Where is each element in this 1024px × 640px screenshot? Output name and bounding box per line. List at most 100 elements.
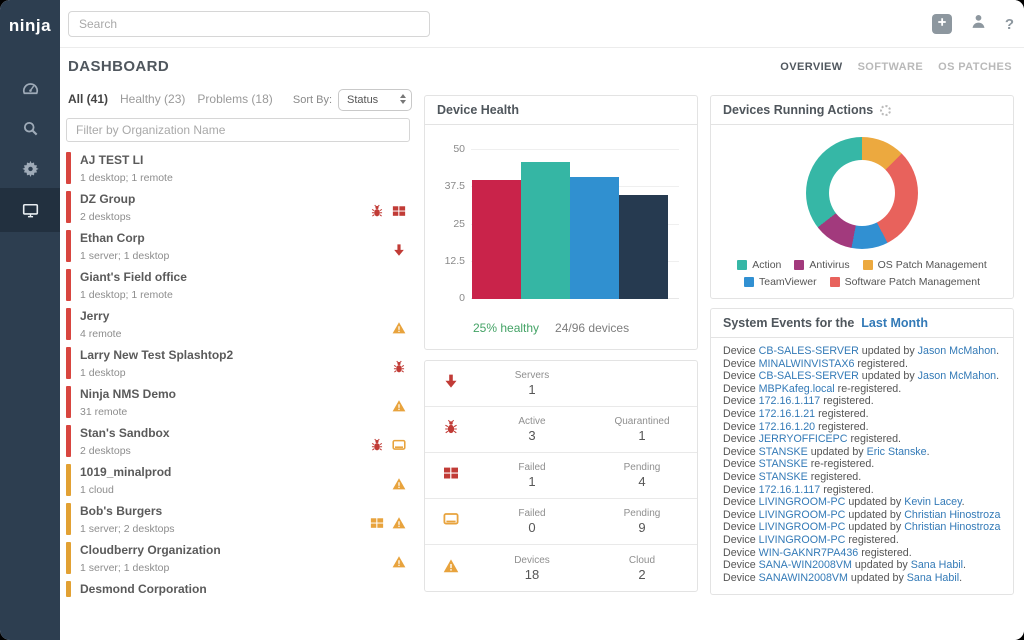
event-device-link[interactable]: SANAWIN2008VM xyxy=(758,571,848,584)
last-month-link[interactable]: Last Month xyxy=(861,316,928,330)
org-name: Desmond Corporation xyxy=(80,582,207,596)
org-name: 1019_minalprod xyxy=(80,465,172,479)
event-device-link[interactable]: CB-SALES-SERVER xyxy=(758,370,859,383)
org-list-item[interactable]: Desmond Corporation xyxy=(66,578,412,601)
user-button[interactable] xyxy=(970,13,987,35)
event-user-link[interactable]: Christian Hinostroza xyxy=(904,508,1001,521)
event-user-link[interactable]: Sana Habil xyxy=(906,571,960,584)
event-device-link[interactable]: 172.16.1.117 xyxy=(758,395,821,408)
event-row: Device LIVINGROOM-PC registered. xyxy=(723,533,899,546)
org-name: Jerry xyxy=(80,309,110,323)
event-device-link[interactable]: LIVINGROOM-PC xyxy=(758,508,846,521)
org-filter-all[interactable]: All (41) xyxy=(68,92,109,106)
legend-item: Action xyxy=(737,259,781,271)
warning-icon xyxy=(392,516,406,530)
event-user-link[interactable]: Jason McMahon xyxy=(917,345,997,357)
org-text: 1019_minalprod 1 cloud xyxy=(80,464,392,496)
org-list-item[interactable]: Cloudberry Organization 1 server; 1 deskt… xyxy=(66,539,412,578)
event-user-link[interactable]: Christian Hinostroza xyxy=(904,521,1001,534)
event-device-link[interactable]: 172.16.1.20 xyxy=(758,420,816,433)
sidebar-item-dashboard-gauge[interactable] xyxy=(0,68,60,108)
event-user-link[interactable]: Eric Stanske xyxy=(866,445,927,458)
org-list-item[interactable]: Giant's Field office 1 desktop; 1 remote xyxy=(66,266,412,305)
event-device-link[interactable]: 172.16.1.117 xyxy=(758,483,821,496)
stat-value: 2 xyxy=(638,566,646,582)
tab-overview[interactable]: OVERVIEW xyxy=(780,61,843,73)
org-list-item[interactable]: Ethan Corp 1 server; 1 desktop xyxy=(66,227,412,266)
add-button[interactable] xyxy=(931,14,952,34)
stat-row: Failed 0 Pending 9 xyxy=(425,499,697,545)
event-device-link[interactable]: LIVINGROOM-PC xyxy=(758,521,846,534)
org-filter-problems[interactable]: Problems (18) xyxy=(197,92,273,106)
system-events-title: System Events for the xyxy=(723,316,855,330)
event-row: Device SANA-WIN2008VM updated by Sana Ha… xyxy=(723,559,967,572)
stat-label: Active xyxy=(518,416,546,427)
org-list-item[interactable]: DZ Group 2 desktops xyxy=(66,188,412,227)
stat-row: Devices 18 Cloud 2 xyxy=(425,545,697,591)
org-name: Bob's Burgers xyxy=(80,504,163,518)
warning-icon xyxy=(443,558,459,579)
org-severity-bar xyxy=(66,425,71,457)
legend-swatch-icon xyxy=(743,277,754,287)
running-actions-panel: Devices Running Actions Action Antivirus O… xyxy=(710,95,1014,299)
event-device-link[interactable]: SANA-WIN2008VM xyxy=(758,559,852,572)
sort-by-select[interactable]: Status xyxy=(338,89,412,111)
sidebar-item-gear[interactable] xyxy=(0,148,60,188)
event-device-link[interactable]: STANSKE xyxy=(758,470,808,483)
system-events-list: Device CB-SALES-SERVER updated by Jason … xyxy=(711,338,1013,594)
event-device-link[interactable]: WIN-GAKNR7PA436 xyxy=(758,546,859,559)
org-list-item[interactable]: Stan's Sandbox 2 desktops xyxy=(66,422,412,461)
org-detail: 31 remote xyxy=(80,406,128,418)
org-status-icons xyxy=(392,464,412,496)
event-device-link[interactable]: CB-SALES-SERVER xyxy=(758,345,859,357)
event-device-link[interactable]: STANSKE xyxy=(758,458,808,471)
event-row: Device WIN-GAKNR7PA436 registered. xyxy=(723,546,912,559)
org-status-icons xyxy=(406,581,412,597)
event-device-link[interactable]: MINALWINVISTAX6 xyxy=(758,357,855,370)
topbar: ? xyxy=(60,0,1024,48)
sidebar-item-search[interactable] xyxy=(0,108,60,148)
event-row: Device STANSKE updated by Eric Stanske. xyxy=(723,445,930,458)
event-device-link[interactable]: MBPKafeg.local xyxy=(758,382,835,395)
org-status-icons xyxy=(406,152,412,184)
help-button[interactable]: ? xyxy=(1004,15,1014,33)
org-list-item[interactable]: Ninja NMS Demo 31 remote xyxy=(66,383,412,422)
tab-software[interactable]: SOFTWARE xyxy=(857,61,924,73)
event-device-link[interactable]: STANSKE xyxy=(758,445,808,458)
warning-icon xyxy=(392,477,406,491)
stat-icon-cell xyxy=(425,419,477,440)
org-filter-healthy[interactable]: Healthy (23) xyxy=(120,92,186,106)
org-list-item[interactable]: Jerry 4 remote xyxy=(66,305,412,344)
org-text: Jerry 4 remote xyxy=(80,308,392,340)
stat-col: Pending 4 xyxy=(587,462,697,489)
stat-col: Failed 1 xyxy=(477,462,587,489)
stat-value: 9 xyxy=(638,520,646,535)
event-user-link[interactable]: Sana Habil xyxy=(910,559,964,572)
event-device-link[interactable]: LIVINGROOM-PC xyxy=(758,496,846,509)
org-list-item[interactable]: Bob's Burgers 1 server; 2 desktops xyxy=(66,500,412,539)
event-device-link[interactable]: JERRYOFFICEPC xyxy=(758,433,848,446)
running-actions-header: Devices Running Actions xyxy=(711,96,1013,125)
org-detail: 1 desktop; 1 remote xyxy=(80,172,173,184)
org-list-item[interactable]: Larry New Test Splashtop2 1 desktop xyxy=(66,344,412,383)
org-detail: 1 desktop xyxy=(80,367,126,379)
org-list-item[interactable]: 1019_minalprod 1 cloud xyxy=(66,461,412,500)
bug-icon xyxy=(392,360,406,374)
sidebar-item-monitor[interactable] xyxy=(0,188,60,232)
org-text: Ninja NMS Demo 31 remote xyxy=(80,386,392,418)
event-device-link[interactable]: 172.16.1.21 xyxy=(758,407,816,420)
event-device-link[interactable]: LIVINGROOM-PC xyxy=(758,533,846,546)
org-name: Giant's Field office xyxy=(80,270,187,284)
org-list-item[interactable]: AJ TEST LI 1 desktop; 1 remote xyxy=(66,149,412,188)
search-input[interactable] xyxy=(68,11,430,37)
device-stats-panel: Servers 1 Active 3 Quarantined 1 Failed 1 Pendin… xyxy=(424,360,698,592)
device-health-caption: 25% healthy 24/96 devices xyxy=(435,321,687,343)
org-filter-input[interactable] xyxy=(66,118,410,142)
stat-row: Active 3 Quarantined 1 xyxy=(425,407,697,453)
org-name: Stan's Sandbox xyxy=(80,426,170,440)
donut-wrap: Action Antivirus OS Patch Management TeamVi… xyxy=(711,125,1013,298)
stat-col: Failed 0 xyxy=(477,508,587,535)
event-user-link[interactable]: Kevin Lacey xyxy=(904,496,962,509)
tab-os-patches[interactable]: OS PATCHES xyxy=(938,61,1012,73)
event-user-link[interactable]: Jason McMahon xyxy=(917,370,997,383)
